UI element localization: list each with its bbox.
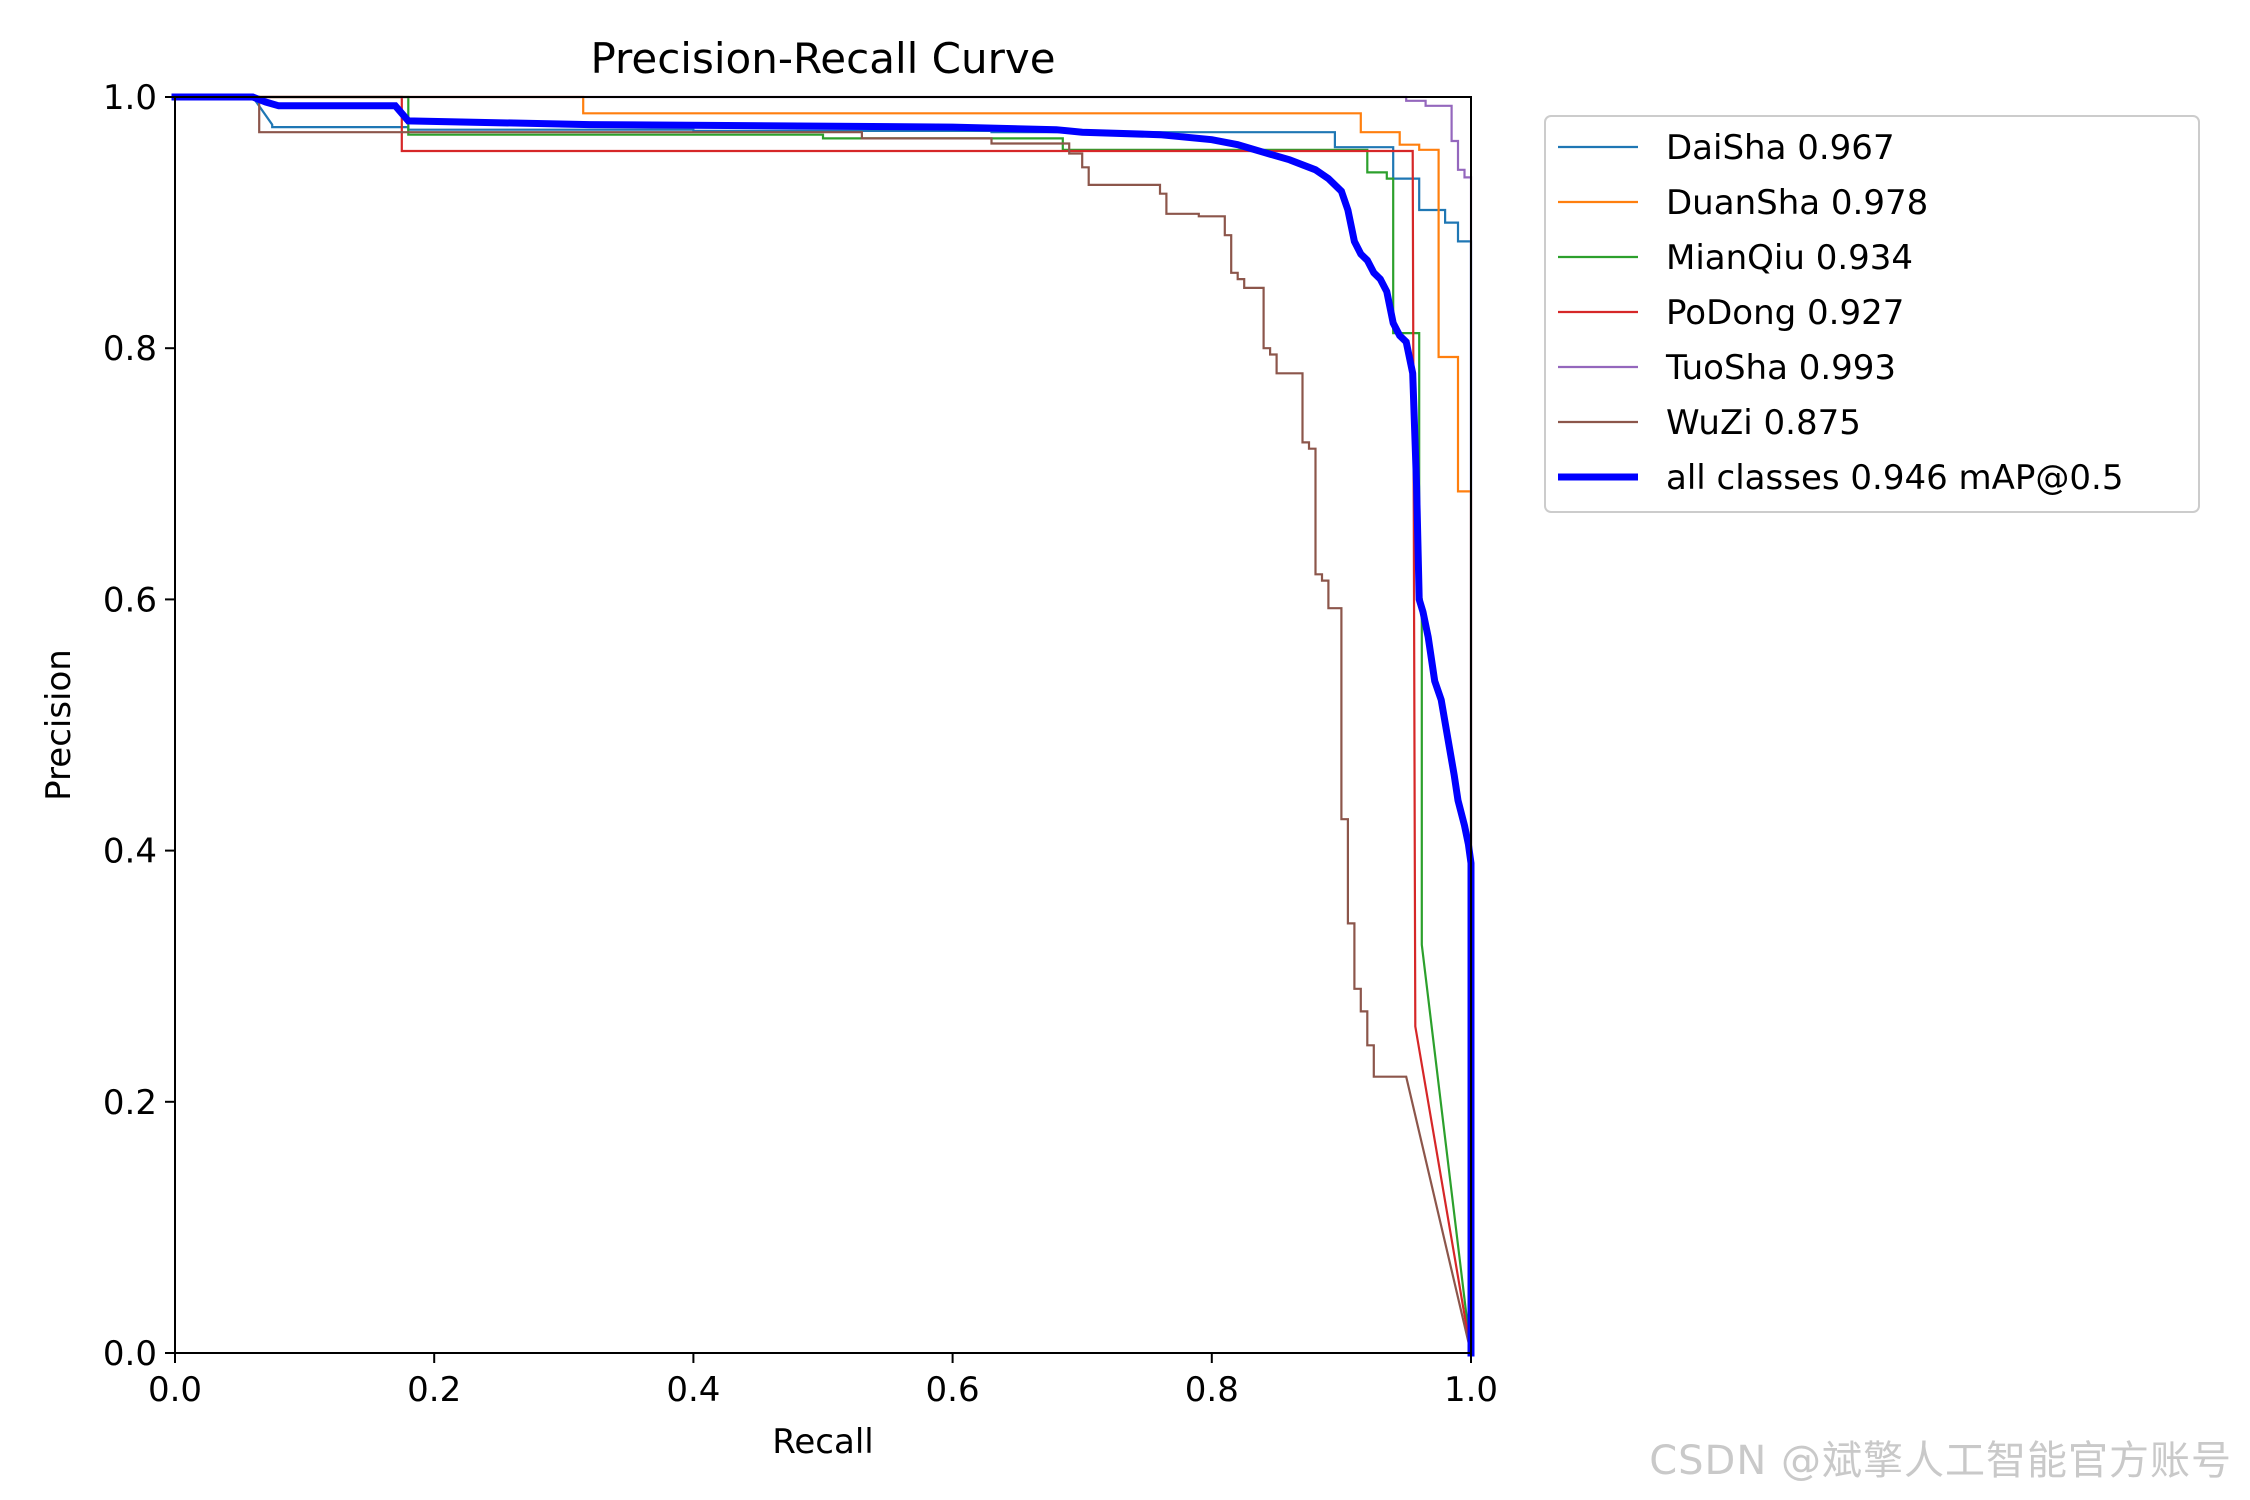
y-axis-label: Precision [39, 649, 79, 801]
y-tick-label: 0.8 [103, 329, 157, 369]
watermark: CSDN @斌擎人工智能官方账号 [1649, 1438, 2232, 1484]
y-tick-label: 0.2 [103, 1083, 157, 1123]
series-layer [171, 93, 1475, 1357]
y-tick-labels: 0.0 0.2 0.4 0.6 0.8 1.0 [103, 78, 157, 1374]
x-tick-label: 1.0 [1444, 1370, 1498, 1410]
x-tick-label: 0.4 [666, 1370, 720, 1410]
legend-label-all-classes: all classes 0.946 mAP@0.5 [1666, 458, 2123, 498]
legend-label-duansha: DuanSha 0.978 [1666, 183, 1928, 223]
y-tick-label: 0.6 [103, 580, 157, 620]
series-line-daisha [173, 95, 1473, 1355]
y-tick-label: 0.4 [103, 832, 157, 872]
legend-label-wuzi: WuZi 0.875 [1666, 403, 1861, 443]
legend-label-daisha: DaiSha 0.967 [1666, 128, 1895, 168]
chart-title: Precision-Recall Curve [590, 34, 1055, 83]
series-line-wuzi [173, 95, 1473, 1355]
x-tick-label: 0.0 [148, 1370, 202, 1410]
legend-label-podong: PoDong 0.927 [1666, 293, 1904, 333]
series-line-tuosha [173, 95, 1473, 1355]
x-tick-label: 0.8 [1185, 1370, 1239, 1410]
legend-label-mianqiu: MianQiu 0.934 [1666, 238, 1913, 278]
y-tick-label: 1.0 [103, 78, 157, 118]
x-tick-label: 0.6 [926, 1370, 980, 1410]
series-line-all-classes [171, 93, 1475, 1357]
legend: DaiSha 0.967 DuanSha 0.978 MianQiu 0.934 Po… [1544, 115, 2200, 513]
series-line-duansha [173, 95, 1473, 1355]
series-line-mianqiu [173, 95, 1473, 1355]
legend-items: DaiSha 0.967 DuanSha 0.978 MianQiu 0.934 Po… [1558, 128, 2123, 498]
axes-layer [165, 96, 1472, 1363]
x-tick-label: 0.2 [407, 1370, 461, 1410]
legend-label-tuosha: TuoSha 0.993 [1665, 348, 1896, 388]
x-tick-labels: 0.0 0.2 0.4 0.6 0.8 1.0 [148, 1370, 1498, 1410]
plot-frame [174, 96, 1472, 1354]
series-line-podong [173, 95, 1473, 1355]
legend-frame [1544, 115, 2200, 513]
y-tick-label: 0.0 [103, 1334, 157, 1374]
x-axis-label: Recall [772, 1422, 873, 1462]
